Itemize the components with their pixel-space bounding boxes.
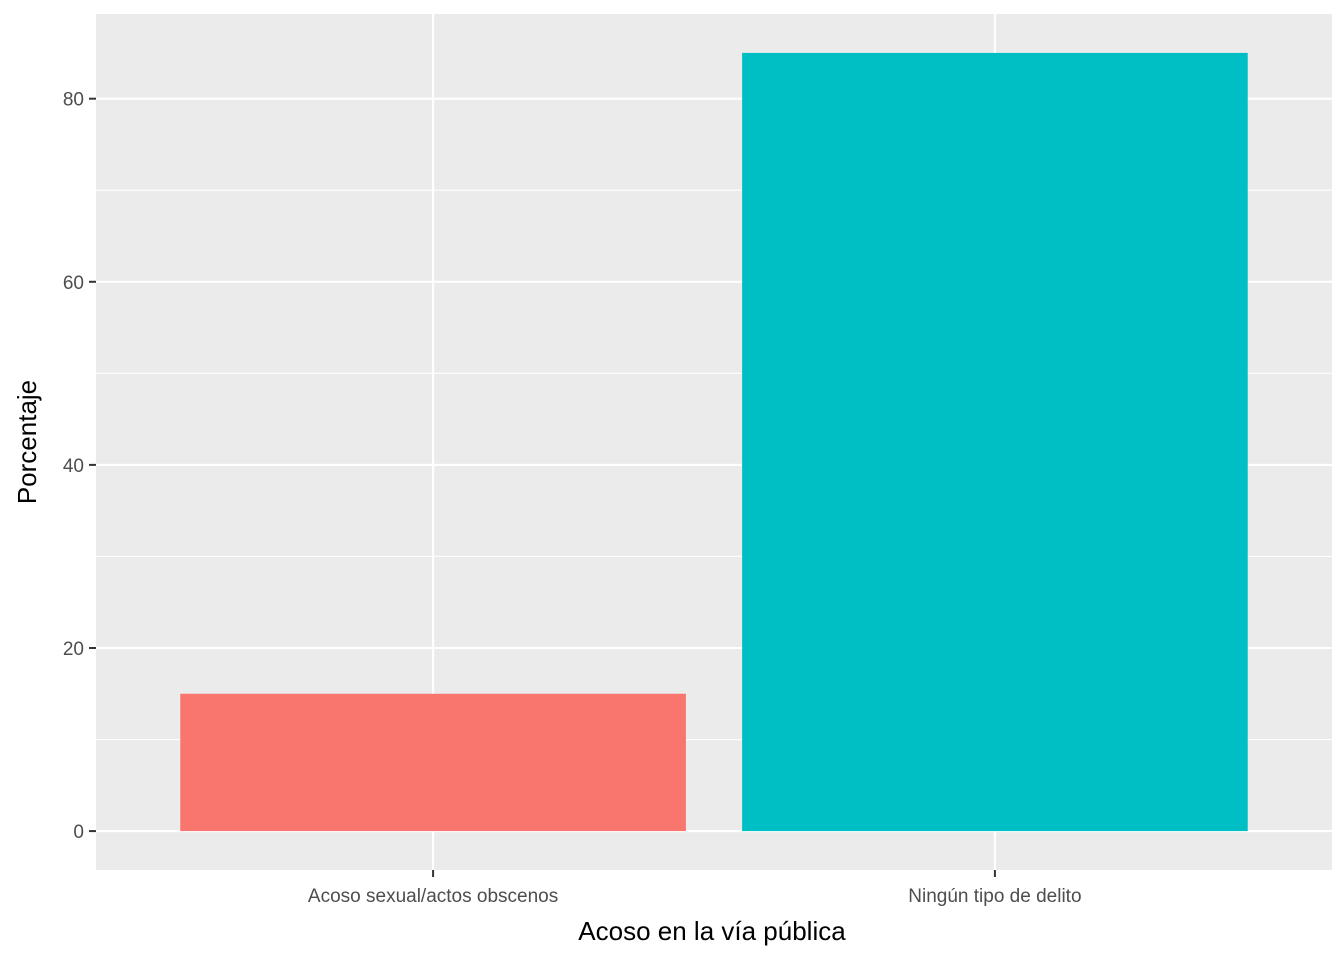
x-tick-label: Acoso sexual/actos obscenos bbox=[308, 886, 558, 907]
y-tick-label: 60 bbox=[63, 273, 84, 294]
x-axis: Acoso sexual/actos obscenos Ningún tipo d… bbox=[308, 870, 1082, 907]
y-tick-label: 80 bbox=[63, 90, 84, 111]
x-tick-label: Ningún tipo de delito bbox=[908, 886, 1081, 907]
bar bbox=[742, 52, 1248, 832]
bar bbox=[180, 693, 686, 832]
y-tick-label: 20 bbox=[63, 639, 84, 660]
y-tick-label: 40 bbox=[63, 456, 84, 477]
y-axis-title: Porcentaje bbox=[12, 380, 42, 504]
y-axis: 0 20 40 60 80 bbox=[63, 90, 96, 843]
bars bbox=[180, 52, 1248, 832]
x-axis-title: Acoso en la vía pública bbox=[578, 916, 846, 946]
y-tick-label: 0 bbox=[73, 822, 84, 843]
